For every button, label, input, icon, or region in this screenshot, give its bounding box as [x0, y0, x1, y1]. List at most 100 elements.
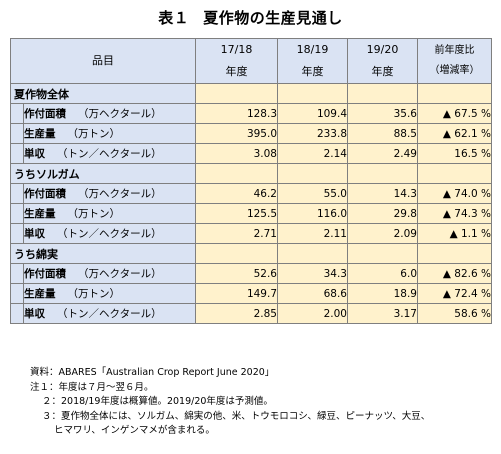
change-cell: 58.6 % — [417, 303, 492, 324]
category-empty-cell — [195, 243, 278, 264]
table-row: 作付面積 （万ヘクタール） 52.6 34.3 6.0 ▲ 82.6 % — [10, 263, 492, 284]
value-cell: 52.6 — [195, 263, 278, 284]
row-indent — [10, 263, 24, 284]
table-body: 夏作物全体 作付面積 （万ヘクタール） 128.3 109.4 35.6 ▲ 67.5 % 生… — [10, 83, 492, 324]
change-cell: 16.5 % — [417, 143, 492, 164]
category-empty-cell — [417, 163, 492, 184]
row-unit: （万ヘクタール） — [78, 188, 162, 200]
crop-production-table: 品目 17/18 年度 18/19 年度 19/20 年度 前年度比 （増減率）… — [10, 38, 492, 324]
value-cell: 35.6 — [347, 103, 418, 124]
value-cell: 2.11 — [277, 223, 348, 244]
header-change: 前年度比 （増減率） — [417, 38, 492, 84]
value-cell: 14.3 — [347, 183, 418, 204]
value-cell: 2.85 — [195, 303, 278, 324]
table-row: 生産量 （万トン） 395.0 233.8 88.5 ▲ 62.1 % — [10, 123, 492, 144]
value-cell: 2.00 — [277, 303, 348, 324]
change-cell: ▲ 72.4 % — [417, 283, 492, 304]
row-unit: （万トン） — [67, 208, 121, 220]
category-label: 夏作物全体 — [10, 83, 196, 104]
row-label-cell: 作付面積 （万ヘクタール） — [23, 183, 196, 204]
category-empty-cell — [277, 83, 348, 104]
value-cell: 6.0 — [347, 263, 418, 284]
note-2: ２：2018/19年度は概算値。2019/20年度は予測値。 — [42, 396, 273, 407]
row-unit: （トン／ヘクタール） — [57, 308, 162, 320]
category-empty-cell — [417, 243, 492, 264]
category-row: 夏作物全体 — [10, 83, 492, 104]
change-cell: ▲ 82.6 % — [417, 263, 492, 284]
change-cell: ▲ 67.5 % — [417, 103, 492, 124]
header-year-1: 17/18 年度 — [195, 38, 278, 84]
row-label: 作付面積 — [24, 108, 67, 120]
value-cell: 2.14 — [277, 143, 348, 164]
row-label: 作付面積 — [24, 268, 67, 280]
category-empty-cell — [417, 83, 492, 104]
row-label: 単収 — [24, 228, 46, 240]
table-number: 表１ — [158, 9, 190, 27]
note-3: ３：夏作物全体には、ソルガム、綿実の他、米、トウモロコシ、緑豆、ピーナッツ、大豆… — [42, 410, 431, 422]
value-cell: 3.08 — [195, 143, 278, 164]
row-unit: （万ヘクタール） — [78, 108, 162, 120]
row-label-cell: 単収 （トン／ヘクタール） — [23, 303, 196, 324]
row-label: 単収 — [24, 148, 46, 160]
category-row: うち綿実 — [10, 243, 492, 264]
value-cell: 29.8 — [347, 203, 418, 224]
category-row: うちソルガム — [10, 163, 492, 184]
row-indent — [10, 103, 24, 124]
category-empty-cell — [195, 83, 278, 104]
value-cell: 149.7 — [195, 283, 278, 304]
category-empty-cell — [277, 163, 348, 184]
value-cell: 34.3 — [277, 263, 348, 284]
header-row: 品目 17/18 年度 18/19 年度 19/20 年度 前年度比 （増減率） — [10, 38, 492, 84]
table-row: 単収 （トン／ヘクタール） 2.71 2.11 2.09 ▲ 1.1 % — [10, 223, 492, 244]
change-cell: ▲ 62.1 % — [417, 123, 492, 144]
value-cell: 395.0 — [195, 123, 278, 144]
header-year-3-suffix: 年度 — [371, 65, 394, 78]
row-indent — [10, 143, 24, 164]
row-label: 生産量 — [24, 288, 56, 300]
value-cell: 125.5 — [195, 203, 278, 224]
value-cell: 18.9 — [347, 283, 418, 304]
table-title-text: 夏作物の生産見通し — [203, 9, 343, 27]
row-indent — [10, 123, 24, 144]
value-cell: 46.2 — [195, 183, 278, 204]
row-indent — [10, 183, 24, 204]
table-row: 作付面積 （万ヘクタール） 46.2 55.0 14.3 ▲ 74.0 % — [10, 183, 492, 204]
header-year-2-suffix: 年度 — [301, 65, 324, 78]
change-cell: ▲ 74.0 % — [417, 183, 492, 204]
header-year-1-suffix: 年度 — [225, 65, 248, 78]
note-1: 注１：年度は７月～翌６月。 — [30, 381, 154, 393]
note-source: 資料：ABARES「Australian Crop Report June 20… — [30, 367, 275, 378]
row-label: 生産量 — [24, 208, 56, 220]
category-empty-cell — [195, 163, 278, 184]
header-year-2-label: 18/19 — [296, 43, 329, 56]
row-label-cell: 作付面積 （万ヘクタール） — [23, 263, 196, 284]
header-item: 品目 — [10, 38, 196, 84]
value-cell: 233.8 — [277, 123, 348, 144]
value-cell: 88.5 — [347, 123, 418, 144]
row-label-cell: 単収 （トン／ヘクタール） — [23, 223, 196, 244]
table-row: 生産量 （万トン） 149.7 68.6 18.9 ▲ 72.4 % — [10, 283, 492, 304]
row-unit: （万トン） — [67, 128, 121, 140]
value-cell: 109.4 — [277, 103, 348, 124]
table-row: 単収 （トン／ヘクタール） 3.08 2.14 2.49 16.5 % — [10, 143, 492, 164]
value-cell: 3.17 — [347, 303, 418, 324]
category-label: うちソルガム — [10, 163, 196, 184]
row-indent — [10, 303, 24, 324]
row-label: 生産量 — [24, 128, 56, 140]
row-label-cell: 単収 （トン／ヘクタール） — [23, 143, 196, 164]
category-empty-cell — [347, 83, 418, 104]
header-year-3: 19/20 年度 — [347, 38, 418, 84]
value-cell: 116.0 — [277, 203, 348, 224]
header-year-1-label: 17/18 — [220, 43, 253, 56]
row-label: 作付面積 — [24, 188, 67, 200]
table-row: 生産量 （万トン） 125.5 116.0 29.8 ▲ 74.3 % — [10, 203, 492, 224]
table-row: 単収 （トン／ヘクタール） 2.85 2.00 3.17 58.6 % — [10, 303, 492, 324]
row-label-cell: 作付面積 （万ヘクタール） — [23, 103, 196, 124]
row-label-cell: 生産量 （万トン） — [23, 123, 196, 144]
header-change-sub: （増減率） — [429, 65, 480, 76]
category-empty-cell — [347, 163, 418, 184]
header-change-label: 前年度比 — [434, 45, 475, 56]
row-unit: （万ヘクタール） — [78, 268, 162, 280]
header-year-2: 18/19 年度 — [277, 38, 348, 84]
row-label-cell: 生産量 （万トン） — [23, 203, 196, 224]
